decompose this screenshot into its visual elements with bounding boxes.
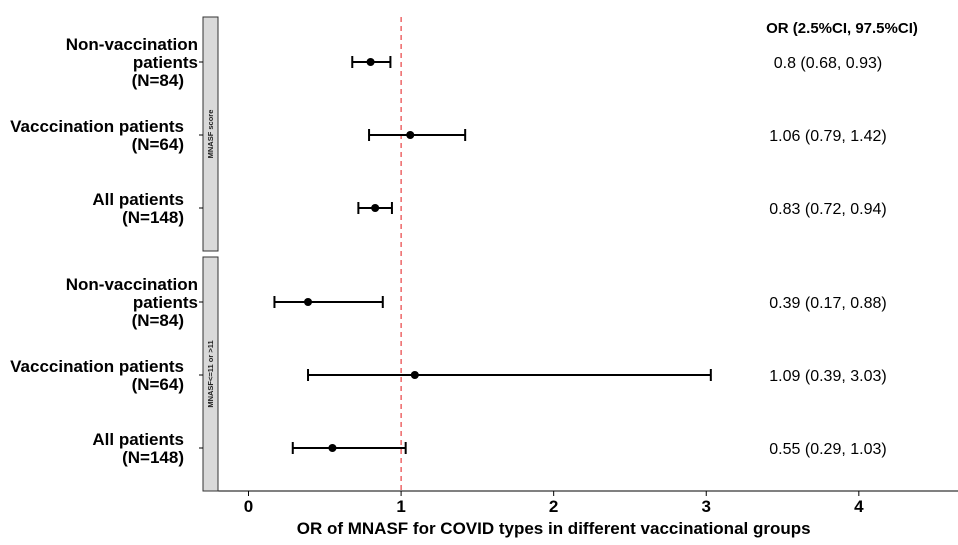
or-point (304, 298, 313, 306)
x-tick-label: 2 (549, 497, 558, 516)
row-label: Vacccination patients (10, 117, 184, 136)
x-tick-label: 0 (244, 497, 253, 516)
row-label: Non-vaccination (66, 275, 198, 294)
row-label: All patients (92, 430, 184, 449)
row-label: All patients (92, 190, 184, 209)
ci-text: 0.83 (0.72, 0.94) (769, 201, 886, 218)
or-point (328, 444, 337, 452)
ci-text: 1.09 (0.39, 3.03) (769, 368, 886, 385)
row-label: patients (133, 293, 198, 312)
facet-strip-label: MNASF score (206, 110, 215, 159)
ci-column-header: OR (2.5%CI, 97.5%CI) (766, 20, 918, 37)
ci-text: 0.8 (0.68, 0.93) (774, 55, 883, 72)
row-label: Vacccination patients (10, 357, 184, 376)
x-axis-title: OR of MNASF for COVID types in different… (297, 519, 811, 538)
row-label: (N=148) (122, 448, 184, 467)
or-point (406, 131, 415, 139)
row-label: (N=84) (132, 71, 184, 90)
x-tick-label: 3 (702, 497, 711, 516)
ci-text: 0.55 (0.29, 1.03) (769, 441, 886, 458)
facet-strip (202, 256, 219, 492)
row-label: (N=84) (132, 311, 184, 330)
x-tick-label: 4 (854, 497, 864, 516)
or-point (410, 371, 419, 379)
or-point (371, 204, 380, 212)
facet-strip-label: MNASF<=11 or >11 (206, 340, 215, 407)
row-label: (N=148) (122, 208, 184, 227)
row-label: Non-vaccination (66, 35, 198, 54)
facet-strip (202, 16, 219, 252)
x-tick-label: 1 (396, 497, 405, 516)
row-label: patients (133, 53, 198, 72)
row-label: (N=64) (132, 375, 184, 394)
or-point (366, 58, 375, 66)
ci-text: 1.06 (0.79, 1.42) (769, 128, 886, 145)
row-label: (N=64) (132, 135, 184, 154)
ci-text: 0.39 (0.17, 0.88) (769, 295, 886, 312)
